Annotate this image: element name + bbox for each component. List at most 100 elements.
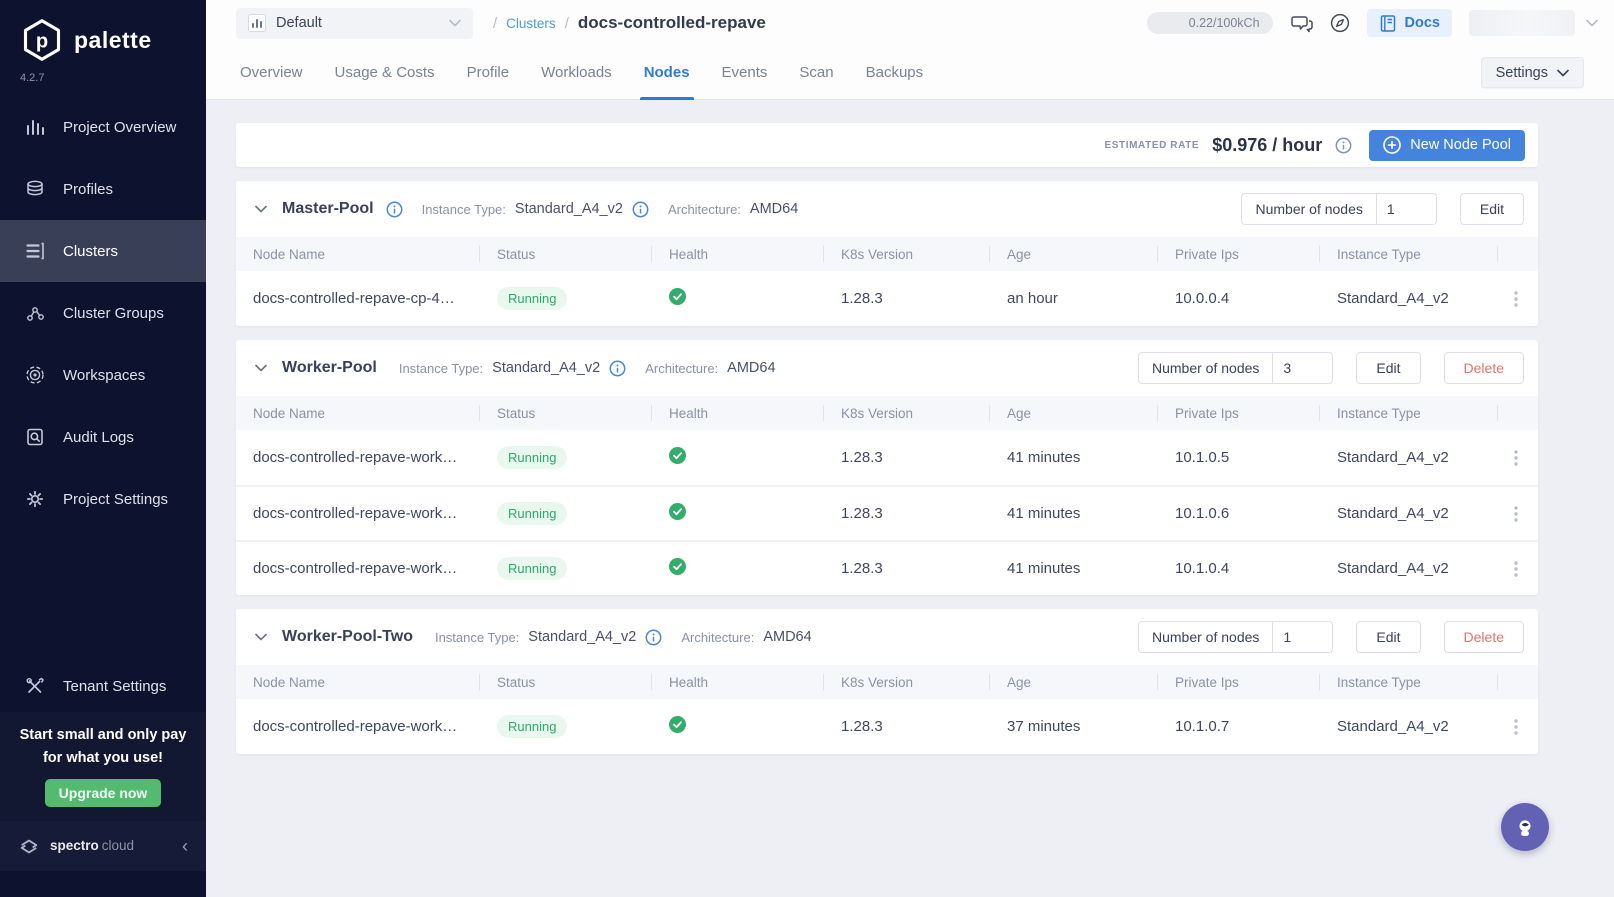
delete-pool-button[interactable]: Delete (1443, 352, 1524, 384)
number-of-nodes-input[interactable] (1273, 353, 1333, 383)
k8s-version: 1.28.3 (841, 449, 883, 466)
estimated-rate-bar: ESTIMATED RATE $0.976 / hour New Node Po… (236, 123, 1538, 167)
main-area: Default / Clusters / docs-controlled-rep… (206, 0, 1614, 897)
health-ok-icon (669, 716, 686, 733)
info-icon[interactable] (609, 360, 626, 377)
tab-usage-costs[interactable]: Usage & Costs (334, 64, 435, 81)
sidebar-item-label: Tenant Settings (63, 677, 167, 695)
palette-logo-icon: p (23, 19, 61, 61)
table-header: Node Name Status Health K8s Version Age … (236, 237, 1538, 271)
edit-pool-button[interactable]: Edit (1356, 352, 1421, 384)
status-badge: Running (497, 446, 568, 469)
spectro-cloud-logo-icon (18, 835, 40, 857)
chevron-down-icon[interactable] (1586, 14, 1598, 32)
sidebar-item-label: Audit Logs (63, 428, 134, 446)
node-name: docs-controlled-repave-work… (253, 718, 458, 735)
tab-nodes[interactable]: Nodes (628, 46, 706, 100)
sidebar-item-label: Cluster Groups (63, 304, 164, 322)
row-actions-menu-icon[interactable] (1514, 560, 1538, 577)
info-icon[interactable] (1335, 137, 1352, 154)
number-of-nodes-input[interactable] (1376, 194, 1436, 224)
row-actions-menu-icon[interactable] (1514, 290, 1538, 307)
sidebar-item-label: Profiles (63, 180, 114, 198)
user-account-menu[interactable] (1469, 10, 1575, 36)
tab-workloads[interactable]: Workloads (541, 64, 612, 81)
collapse-pool-icon[interactable] (255, 633, 267, 641)
node-age: 41 minutes (1007, 560, 1081, 577)
tab-events[interactable]: Events (721, 64, 768, 81)
info-icon[interactable] (645, 629, 662, 646)
sidebar-item-clusters[interactable]: Clusters (0, 220, 206, 282)
node-age: 37 minutes (1007, 718, 1081, 735)
brand-name: palette (74, 26, 152, 53)
info-icon[interactable] (632, 201, 649, 218)
node-age: 41 minutes (1007, 505, 1081, 522)
row-actions-menu-icon[interactable] (1514, 449, 1538, 466)
pool-name: Worker-Pool-Two (282, 628, 413, 645)
settings-dropdown-button[interactable]: Settings (1480, 57, 1584, 88)
table-row: docs-controlled-repave-work… Running 1.2… (236, 540, 1538, 595)
new-node-pool-button[interactable]: New Node Pool (1369, 129, 1525, 161)
sidebar-item-cluster-groups[interactable]: Cluster Groups (0, 282, 206, 344)
number-of-nodes-label: Number of nodes (1242, 194, 1377, 224)
tab-backups[interactable]: Backups (865, 64, 924, 81)
sidebar-item-workspaces[interactable]: Workspaces (0, 344, 206, 406)
sidebar-footer: spectro cloud ‹ (0, 821, 206, 871)
status-badge: Running (497, 557, 568, 580)
node-pool-worker: Worker-Pool Instance Type: Standard_A4_v… (236, 340, 1538, 595)
gear-icon (24, 488, 46, 510)
edit-pool-button[interactable]: Edit (1356, 621, 1421, 653)
row-actions-menu-icon[interactable] (1514, 718, 1538, 735)
collapse-sidebar-icon[interactable]: ‹ (182, 835, 188, 856)
sidebar-item-profiles[interactable]: Profiles (0, 158, 206, 220)
status-badge: Running (497, 287, 568, 310)
clusters-icon (24, 240, 46, 262)
status-badge: Running (497, 502, 568, 525)
instance-type: Standard_A4_v2 (1337, 290, 1449, 307)
collapse-pool-icon[interactable] (255, 364, 267, 372)
promo-text: Start small and only pay for what you us… (19, 727, 187, 766)
info-icon[interactable] (386, 201, 403, 218)
delete-pool-button[interactable]: Delete (1443, 621, 1524, 653)
tab-profile[interactable]: Profile (466, 64, 510, 81)
tab-scan[interactable]: Scan (799, 64, 834, 81)
node-pool-master: Master-Pool Instance Type: Standard_A4_v… (236, 181, 1538, 326)
sidebar-item-project-overview[interactable]: Project Overview (0, 96, 206, 158)
health-ok-icon (669, 558, 686, 575)
target-icon (24, 364, 46, 386)
chevron-down-icon (449, 14, 461, 32)
architecture-value: AMD64 (763, 629, 812, 645)
footer-brand: spectro (50, 838, 99, 853)
chat-icon[interactable] (1290, 13, 1313, 33)
instance-type-label: Instance Type: (421, 201, 506, 217)
top-bar: Default / Clusters / docs-controlled-rep… (206, 0, 1614, 46)
assistant-fab-button[interactable] (1501, 803, 1549, 851)
private-ip: 10.1.0.6 (1175, 505, 1230, 522)
node-name: docs-controlled-repave-cp-4… (253, 290, 455, 307)
compass-icon[interactable] (1330, 13, 1350, 33)
k8s-version: 1.28.3 (841, 290, 883, 307)
instance-type-label: Instance Type: (434, 629, 520, 645)
edit-pool-button[interactable]: Edit (1459, 193, 1524, 225)
collapse-pool-icon[interactable] (255, 205, 267, 213)
architecture-label: Architecture: (645, 360, 719, 376)
row-actions-menu-icon[interactable] (1514, 505, 1538, 522)
breadcrumb-clusters-link[interactable]: Clusters (506, 15, 556, 31)
instance-type-label: Instance Type: (398, 360, 484, 376)
health-ok-icon (669, 288, 686, 305)
sidebar-item-project-settings[interactable]: Project Settings (0, 468, 206, 530)
k8s-version: 1.28.3 (841, 560, 883, 577)
upgrade-now-button[interactable]: Upgrade now (44, 779, 162, 807)
sidebar-item-audit-logs[interactable]: Audit Logs (0, 406, 206, 468)
instance-type: Standard_A4_v2 (1337, 449, 1449, 466)
tab-overview[interactable]: Overview (240, 64, 303, 81)
svg-text:p: p (36, 30, 48, 52)
docs-button[interactable]: Docs (1366, 9, 1452, 37)
table-row: docs-controlled-repave-work… Running 1.2… (236, 485, 1538, 540)
number-of-nodes-group: Number of nodes (1138, 621, 1334, 653)
pool-header: Worker-Pool Instance Type: Standard_A4_v… (236, 340, 1538, 396)
sidebar-item-tenant-settings[interactable]: Tenant Settings (0, 660, 206, 712)
number-of-nodes-input[interactable] (1273, 622, 1333, 652)
project-selector[interactable]: Default (236, 7, 473, 39)
